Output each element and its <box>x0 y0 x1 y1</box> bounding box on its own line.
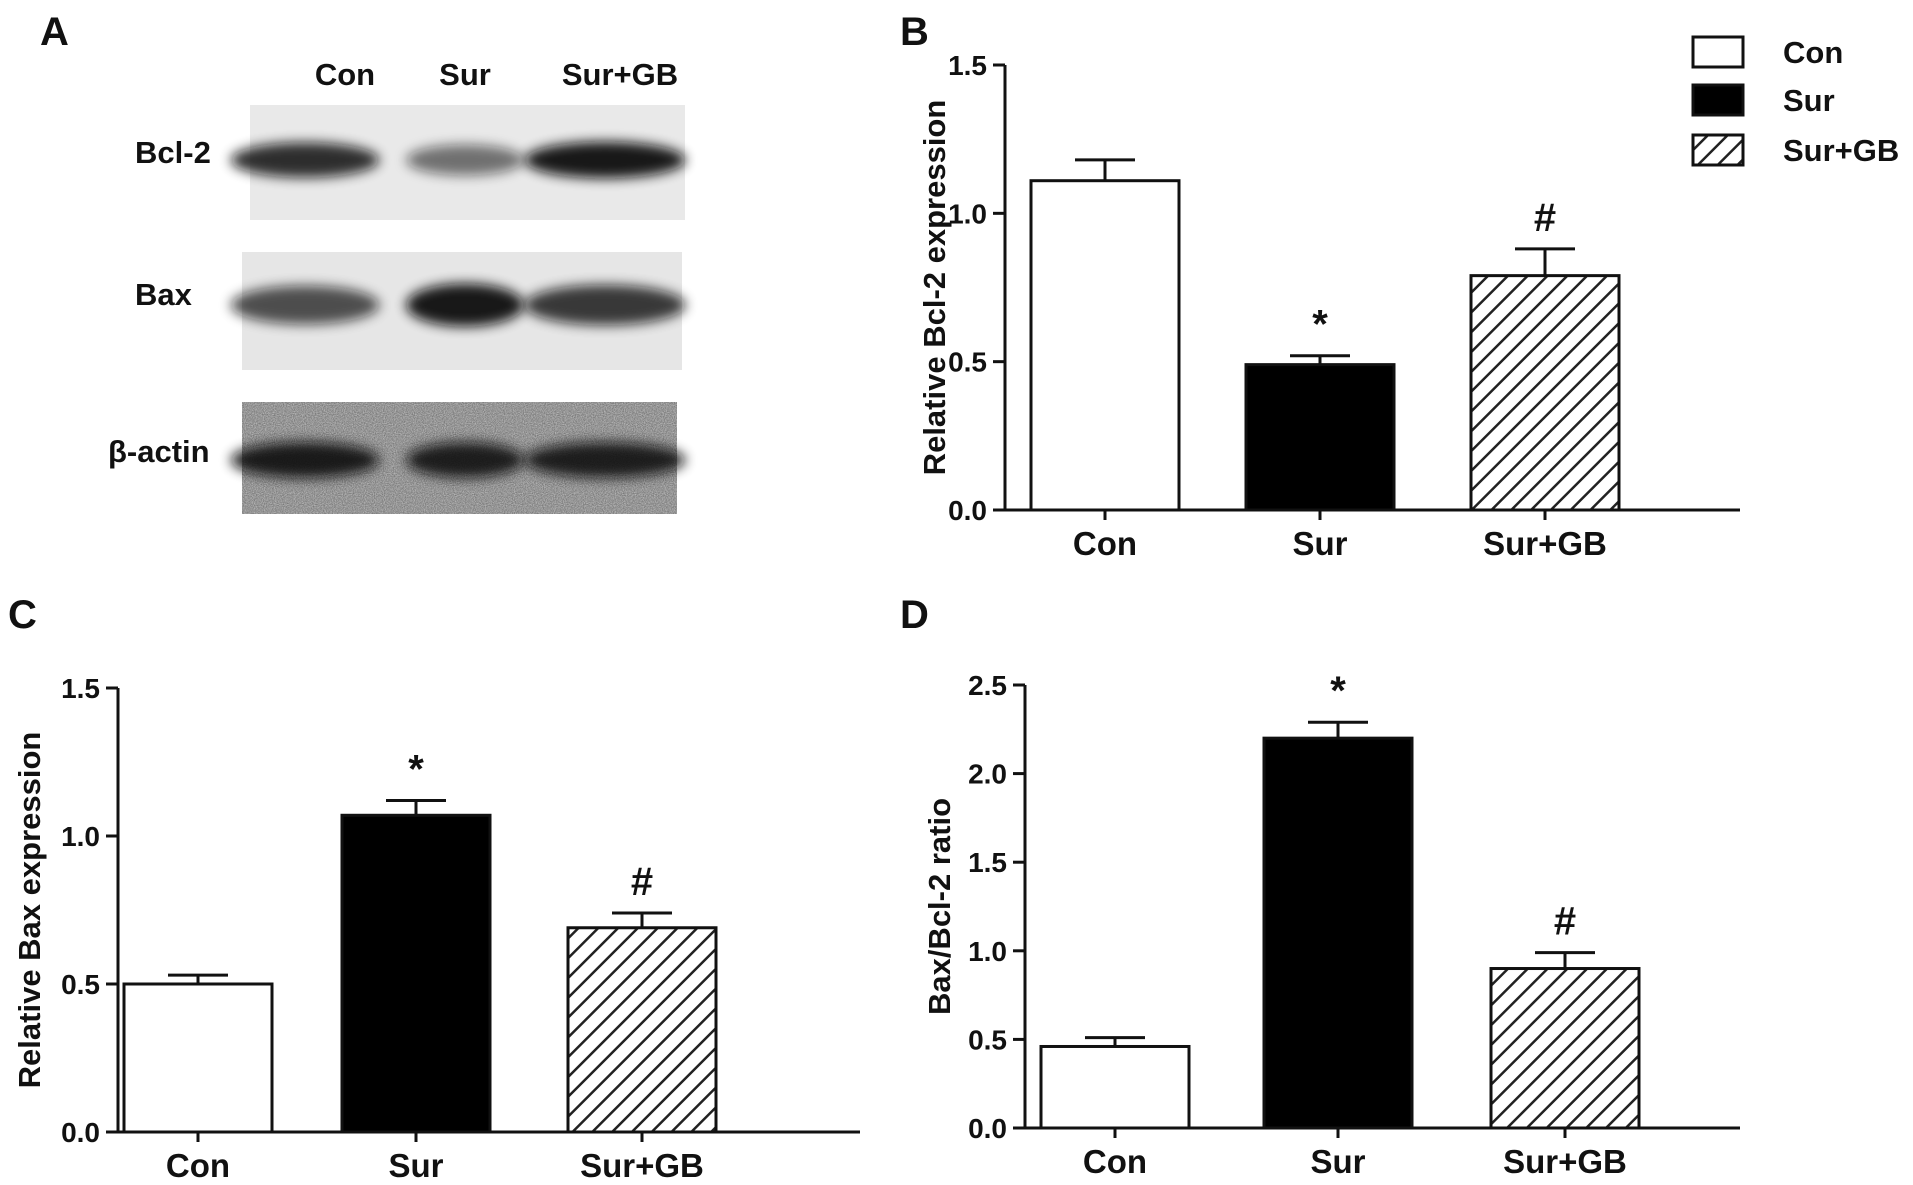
legend-swatch <box>1691 35 1745 69</box>
x-tick-label: Sur <box>1292 525 1347 562</box>
blot-lane-label: Sur+GB <box>562 57 678 92</box>
y-tick-label: 0.5 <box>61 969 100 1000</box>
blot-band <box>524 284 686 326</box>
bar <box>1469 274 1621 512</box>
blot-row-label: Bcl-2 <box>135 135 211 170</box>
panel-letter-b: B <box>900 10 929 54</box>
bar <box>1039 1044 1191 1130</box>
legend-swatch <box>1691 133 1745 167</box>
blot-row-label: Bax <box>135 277 193 312</box>
blot-band <box>230 285 380 325</box>
y-tick-label: 2.0 <box>968 759 1007 790</box>
chart-bax-bcl2-ratio: 0.0 0.5 1.0 1.5 2.0 2.5 Bax/Bcl-2 ratio Con Sur *… <box>922 669 1740 1180</box>
significance-marker: * <box>1330 669 1346 713</box>
significance-marker: # <box>1554 900 1576 944</box>
bar <box>340 813 492 1134</box>
bar <box>1244 363 1396 512</box>
significance-marker: # <box>631 860 653 904</box>
y-axis-title: Relative Bax expression <box>12 732 47 1089</box>
blot-band <box>230 142 380 178</box>
panel-letter-c: C <box>8 593 37 637</box>
legend-swatch <box>1691 83 1745 117</box>
legend-label: Sur+GB <box>1783 133 1899 168</box>
y-tick-label: 0.0 <box>968 1113 1007 1144</box>
y-axis-title: Relative Bcl-2 expression <box>917 100 952 476</box>
y-tick-label: 2.5 <box>968 670 1007 701</box>
bar <box>566 926 718 1134</box>
bar <box>1489 967 1641 1130</box>
x-tick-label: Sur+GB <box>1503 1143 1627 1180</box>
legend-label: Con <box>1783 35 1843 70</box>
y-tick-label: 1.5 <box>948 50 987 81</box>
significance-marker: * <box>408 747 424 791</box>
x-tick-label: Sur <box>388 1147 443 1184</box>
blot-lane-label: Con <box>315 57 375 92</box>
y-tick-label: 1.0 <box>61 821 100 852</box>
y-axis-title: Bax/Bcl-2 ratio <box>922 798 957 1015</box>
x-tick-label: Con <box>166 1147 230 1184</box>
blot-band <box>406 144 524 176</box>
y-tick-label: 1.5 <box>61 673 100 704</box>
bar <box>122 982 274 1134</box>
y-tick-label: 1.0 <box>948 198 987 229</box>
y-tick-label: 0.5 <box>948 347 987 378</box>
blot-lane-label: Sur <box>439 57 491 92</box>
significance-marker: * <box>1312 303 1328 347</box>
blot-band <box>406 283 524 327</box>
y-tick-label: 0.0 <box>61 1117 100 1148</box>
legend: Con Sur Sur+GB <box>1691 35 1899 168</box>
bar <box>1029 179 1181 512</box>
legend-label: Sur <box>1783 83 1835 118</box>
significance-marker: # <box>1534 196 1556 240</box>
x-tick-label: Sur+GB <box>580 1147 704 1184</box>
blot-band <box>406 442 524 478</box>
blot-band <box>524 442 686 478</box>
y-tick-label: 1.0 <box>968 936 1007 967</box>
blot-band <box>230 442 380 478</box>
y-tick-label: 0.0 <box>948 495 987 526</box>
x-tick-label: Sur+GB <box>1483 525 1607 562</box>
chart-bax: 0.0 0.5 1.0 1.5 Relative Bax expression Con Su… <box>12 673 860 1184</box>
y-tick-label: 1.5 <box>968 847 1007 878</box>
bar <box>1262 736 1414 1130</box>
panel-letter-a: A <box>40 10 69 54</box>
x-tick-label: Con <box>1083 1143 1147 1180</box>
chart-bcl2: 0.0 0.5 1.0 1.5 Relative Bcl-2 expression Con… <box>917 50 1740 562</box>
x-tick-label: Con <box>1073 525 1137 562</box>
x-tick-label: Sur <box>1310 1143 1365 1180</box>
blot-band <box>524 141 686 179</box>
panel-letter-d: D <box>900 593 929 637</box>
blot-row-label: β-actin <box>108 434 210 469</box>
western-blot: Con Sur Sur+GB Bcl-2 Bax β-actin <box>108 57 686 514</box>
y-tick-label: 0.5 <box>968 1024 1007 1055</box>
